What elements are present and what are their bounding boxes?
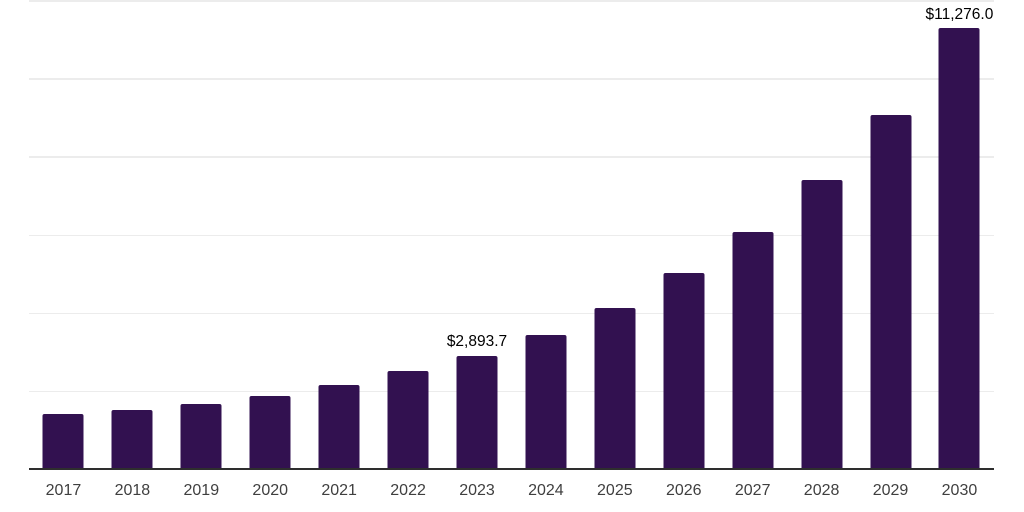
bar-slot-2019 (167, 0, 236, 470)
x-tick-2030: 2030 (941, 482, 978, 499)
bar-2022 (387, 371, 429, 469)
bar-2024 (525, 334, 567, 469)
x-tick-2023: 2023 (459, 482, 495, 499)
bar-2025 (594, 307, 636, 469)
gridline-12000 (29, 0, 994, 2)
x-axis-line (29, 468, 994, 470)
bar-slot-2018 (98, 0, 167, 470)
bar-2030 (938, 28, 980, 469)
x-tick-2021: 2021 (321, 482, 357, 499)
x-tick-2026: 2026 (665, 482, 702, 499)
bar-2017 (42, 413, 84, 469)
x-tick-2019: 2019 (183, 482, 220, 499)
bar-slot-2025 (580, 0, 649, 470)
bar-2019 (180, 404, 222, 469)
bar-slot-2022 (374, 0, 443, 470)
gridline-8000 (29, 156, 994, 158)
bar-2021 (318, 385, 360, 469)
bar-slot-2017 (29, 0, 98, 470)
x-tick-2028: 2028 (803, 482, 840, 499)
bar-slot-2024 (511, 0, 580, 470)
gridline-4000 (29, 312, 994, 315)
bar-slot-2023: $2,893.7 (443, 0, 512, 470)
bar-2029 (870, 114, 912, 469)
gridlines (29, 0, 994, 470)
bar-slot-2028 (787, 0, 856, 470)
x-tick-2027: 2027 (734, 482, 771, 499)
bar-2023 (456, 355, 498, 469)
bars-layer: $2,893.7 $11,276.0 (29, 0, 994, 470)
x-tick-2017: 2017 (45, 482, 82, 499)
bar-2028 (801, 179, 843, 469)
data-label-2023: $2,893.7 (446, 333, 508, 351)
x-axis-labels: 2017 2018 2019 2020 2021 2022 2023 2024 2025 2026… (29, 481, 994, 501)
x-tick-2022: 2022 (390, 482, 426, 499)
bar-slot-2026 (649, 0, 718, 470)
gridline-6000 (29, 234, 994, 236)
x-tick-2020: 2020 (252, 482, 289, 499)
data-label-2030: $11,276.0 (925, 5, 994, 23)
bar-slot-2021 (305, 0, 374, 470)
plot-area: $2,893.7 $11,276.0 (29, 0, 994, 470)
gridline-2000 (29, 390, 994, 393)
bar-slot-2029 (856, 0, 925, 470)
x-tick-2025: 2025 (597, 482, 633, 499)
gridline-10000 (29, 78, 994, 80)
bar-slot-2027 (718, 0, 787, 470)
bar-slot-2030: $11,276.0 (925, 0, 994, 470)
bar-2018 (111, 409, 153, 469)
bar-slot-2020 (236, 0, 305, 470)
bar-2020 (249, 396, 291, 469)
bar-2026 (663, 273, 705, 469)
x-tick-2018: 2018 (114, 482, 151, 499)
x-tick-2029: 2029 (872, 482, 909, 499)
x-tick-2024: 2024 (528, 482, 564, 499)
bar-2027 (732, 232, 774, 469)
